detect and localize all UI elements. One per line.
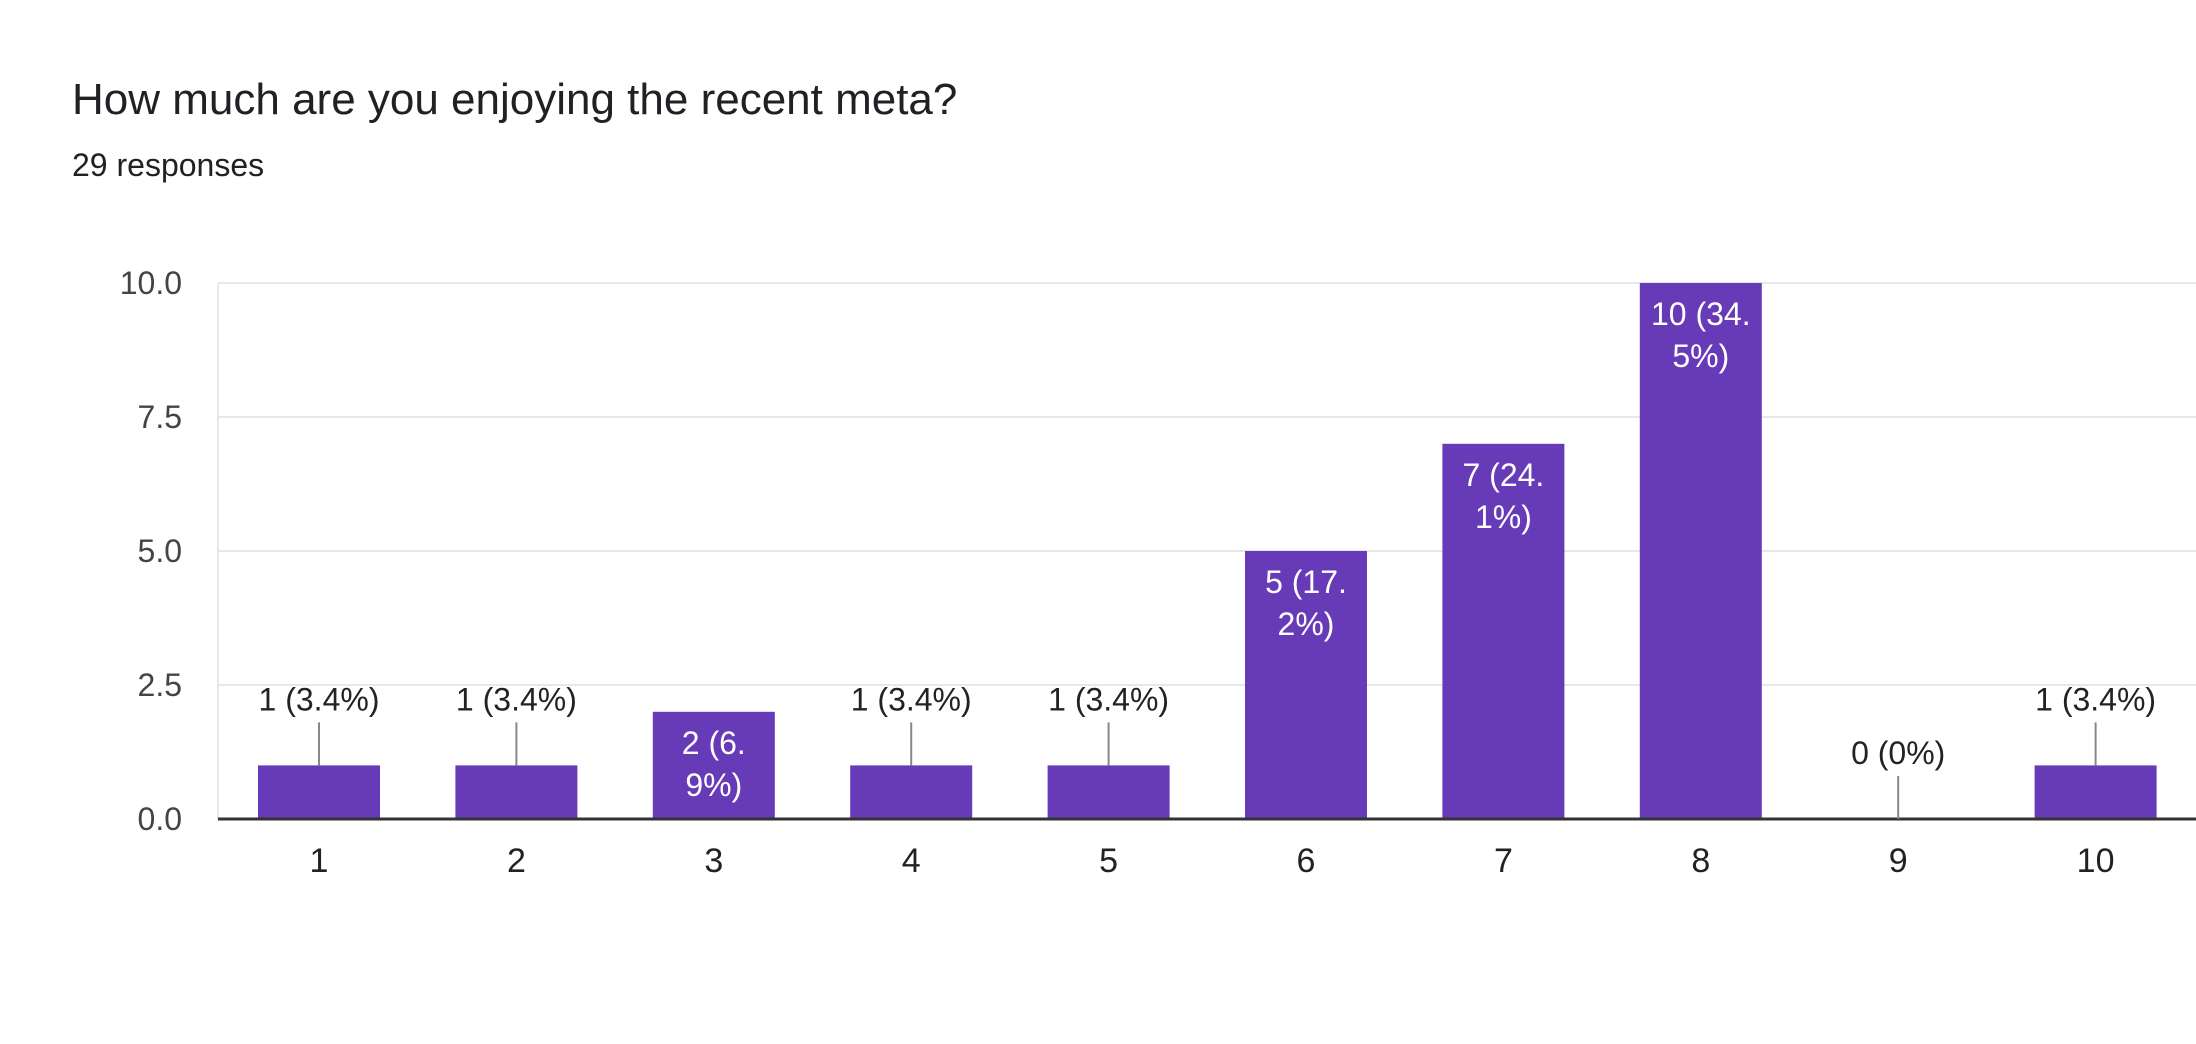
y-tick-label: 0.0 xyxy=(138,801,182,837)
data-label: 1%) xyxy=(1475,499,1532,535)
x-tick-label: 8 xyxy=(1691,842,1710,880)
data-label: 9%) xyxy=(685,767,742,803)
data-label: 1 (3.4%) xyxy=(1048,681,1169,717)
chart-title: How much are you enjoying the recent met… xyxy=(72,75,958,124)
data-label: 5 (17. xyxy=(1265,564,1347,600)
x-tick-label: 2 xyxy=(507,842,526,880)
data-label: 1 (3.4%) xyxy=(259,681,380,717)
data-label: 10 (34. xyxy=(1651,296,1751,332)
bar-5 xyxy=(1047,765,1170,819)
data-label: 7 (24. xyxy=(1462,457,1544,493)
bar-8 xyxy=(1639,283,1762,819)
bar-4 xyxy=(850,765,973,819)
response-count: 29 responses xyxy=(72,147,265,183)
bar-3 xyxy=(652,711,775,819)
bar-6 xyxy=(1245,551,1367,819)
x-tick-label: 5 xyxy=(1099,842,1118,880)
x-tick-label: 6 xyxy=(1297,842,1316,880)
data-label: 2 (6. xyxy=(682,725,746,761)
x-tick-label: 1 xyxy=(310,842,329,880)
y-tick-label: 7.5 xyxy=(138,399,182,435)
y-tick-label: 2.5 xyxy=(138,667,182,703)
x-tick-label: 9 xyxy=(1889,842,1908,880)
bar-1 xyxy=(258,765,380,819)
y-tick-label: 10.0 xyxy=(120,265,182,301)
bar-7 xyxy=(1442,443,1565,819)
data-label: 1 (3.4%) xyxy=(456,681,577,717)
y-tick-label: 5.0 xyxy=(138,533,182,569)
bar-10 xyxy=(2034,765,2157,819)
bar-2 xyxy=(455,765,578,819)
x-tick-label: 3 xyxy=(704,842,723,880)
x-tick-label: 7 xyxy=(1494,842,1513,880)
x-tick-label: 10 xyxy=(2077,842,2115,880)
data-label: 5%) xyxy=(1672,338,1729,374)
data-label: 0 (0%) xyxy=(1851,735,1945,771)
data-label: 2%) xyxy=(1278,606,1335,642)
data-label: 1 (3.4%) xyxy=(2035,681,2156,717)
x-tick-label: 4 xyxy=(902,842,921,880)
data-label: 1 (3.4%) xyxy=(851,681,972,717)
